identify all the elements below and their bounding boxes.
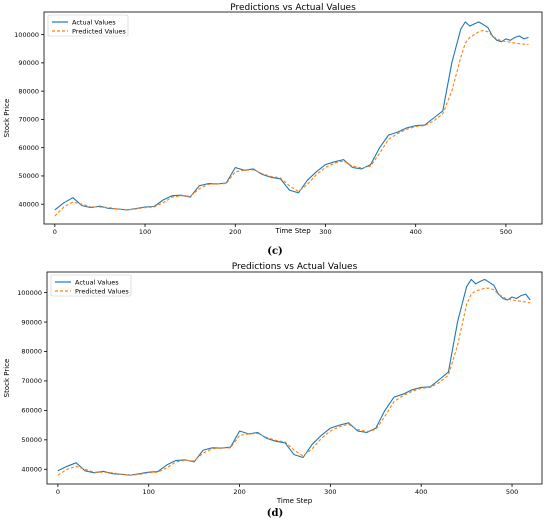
- x-tick-label: 100: [139, 228, 151, 236]
- x-axis-label: Time Step: [274, 227, 311, 235]
- predicted-values-line: [54, 29, 529, 217]
- x-tick-label: 200: [229, 228, 241, 236]
- y-tick-label: 40000: [18, 200, 39, 208]
- chart-d-svg: Predictions vs Actual Values 0 100 200 300 40…: [3, 262, 543, 505]
- y-tick-label: 70000: [21, 377, 42, 385]
- y-tick-label: 70000: [18, 116, 39, 124]
- legend-label: Predicted Values: [75, 287, 129, 295]
- x-tick-label: 0: [53, 228, 57, 236]
- y-tick-label: 90000: [21, 318, 42, 326]
- plot-frame: [46, 271, 543, 485]
- x-tick-label: 300: [319, 228, 331, 236]
- x-tick-label: 200: [233, 488, 245, 496]
- x-tick-label: 0: [56, 488, 60, 496]
- legend-label: Predicted Values: [72, 27, 126, 35]
- legend-label: Actual Values: [72, 18, 116, 26]
- x-tick-label: 300: [324, 488, 336, 496]
- legend-label: Actual Values: [75, 278, 119, 286]
- y-tick-label: 60000: [21, 407, 42, 415]
- chart-c-svg: Predictions vs Actual Values 0 100 200 300 40…: [3, 3, 543, 236]
- y-axis-label: Stock Price: [3, 359, 11, 398]
- y-tick-label: 50000: [21, 436, 42, 444]
- caption-c: (c): [267, 246, 283, 257]
- x-tick-label: 500: [500, 228, 512, 236]
- y-tick-label: 80000: [18, 87, 39, 95]
- y-tick-label: 40000: [21, 465, 42, 473]
- caption-d: (d): [266, 508, 284, 519]
- y-tick-label: 60000: [18, 144, 39, 152]
- x-tick-label: 400: [409, 228, 421, 236]
- x-axis-label: Time Step: [276, 497, 313, 505]
- actual-values-line: [54, 21, 529, 211]
- y-axis-label: Stock Price: [3, 99, 11, 138]
- plot-frame: [43, 11, 543, 225]
- chart-title: Predictions vs Actual Values: [232, 262, 358, 272]
- x-tick-label: 400: [415, 488, 427, 496]
- x-tick-label: 100: [143, 488, 155, 496]
- predicted-values-line: [57, 287, 531, 476]
- y-tick-label: 100000: [17, 289, 42, 297]
- chart-panel-d: Predictions vs Actual Values 0 100 200 300 40…: [0, 258, 550, 510]
- y-tick-label: 80000: [21, 348, 42, 356]
- y-tick-label: 50000: [18, 172, 39, 180]
- x-tick-label: 500: [506, 488, 518, 496]
- y-tick-label: 100000: [14, 31, 39, 39]
- chart-title: Predictions vs Actual Values: [230, 3, 356, 13]
- chart-panel-c: Predictions vs Actual Values 0 100 200 300 40…: [0, 0, 550, 262]
- y-tick-label: 90000: [18, 59, 39, 67]
- actual-values-line: [57, 278, 531, 476]
